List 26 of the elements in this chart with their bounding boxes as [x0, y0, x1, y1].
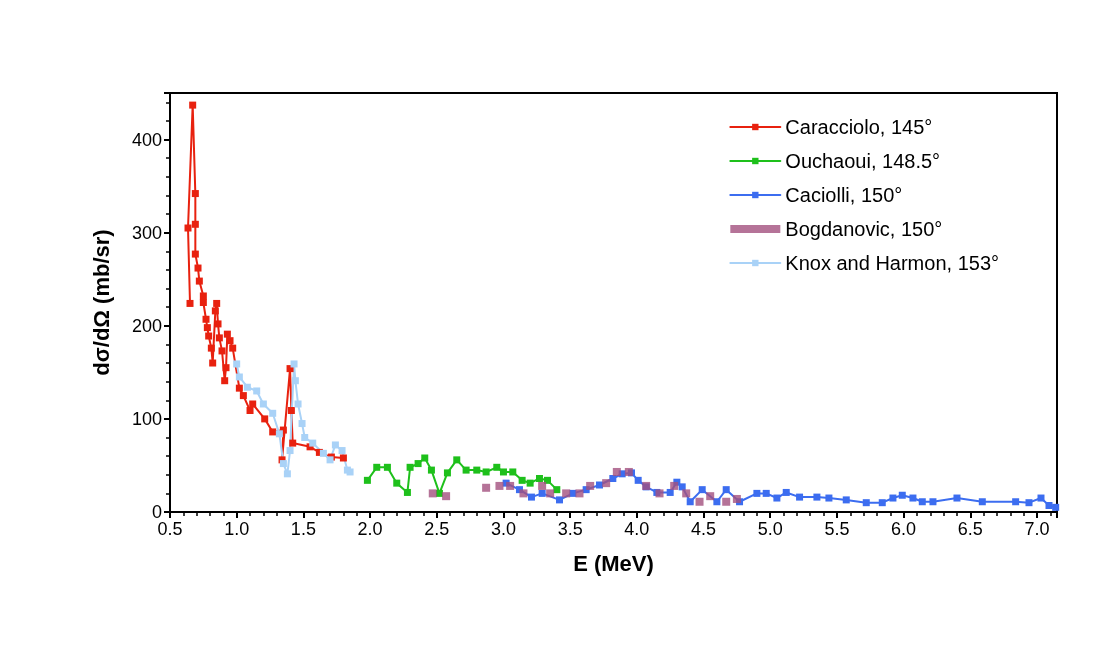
legend-label: Bogdanovic, 150°	[785, 218, 943, 240]
y-tick-label: 0	[151, 502, 162, 522]
x-tick-label: 0.5	[157, 519, 183, 539]
y-tick-label: 300	[131, 222, 162, 243]
x-axis-title: E (MeV)	[573, 550, 654, 576]
x-tick-label: 7.0	[1024, 519, 1050, 539]
legend-label: Ouchaoui, 148.5°	[785, 150, 941, 172]
x-tick-label: 2.0	[357, 519, 383, 539]
legend-label: Knox and Harmon, 153°	[785, 252, 1000, 274]
legend-label: Caciolli, 150°	[785, 184, 903, 206]
y-tick-label: 200	[131, 315, 162, 336]
x-tick-label: 4.5	[691, 519, 717, 539]
x-tick-label: 4.0	[624, 519, 650, 539]
x-tick-label: 1.0	[224, 519, 250, 539]
x-tick-label: 5.0	[757, 519, 783, 539]
y-tick-label: 400	[131, 129, 162, 150]
x-tick-label: 1.5	[290, 519, 316, 539]
x-tick-label: 2.5	[424, 519, 450, 539]
y-axis-title: dσ/dΩ (mb/sr)	[88, 229, 114, 376]
x-tick-label: 3.0	[490, 519, 516, 539]
x-tick-label: 3.5	[557, 519, 583, 539]
x-tick-label: 6.5	[957, 519, 983, 539]
y-tick-label: 100	[131, 408, 162, 429]
x-tick-label: 6.0	[891, 519, 917, 539]
legend-label: Caracciolo, 145°	[785, 116, 933, 138]
x-tick-label: 5.5	[824, 519, 850, 539]
